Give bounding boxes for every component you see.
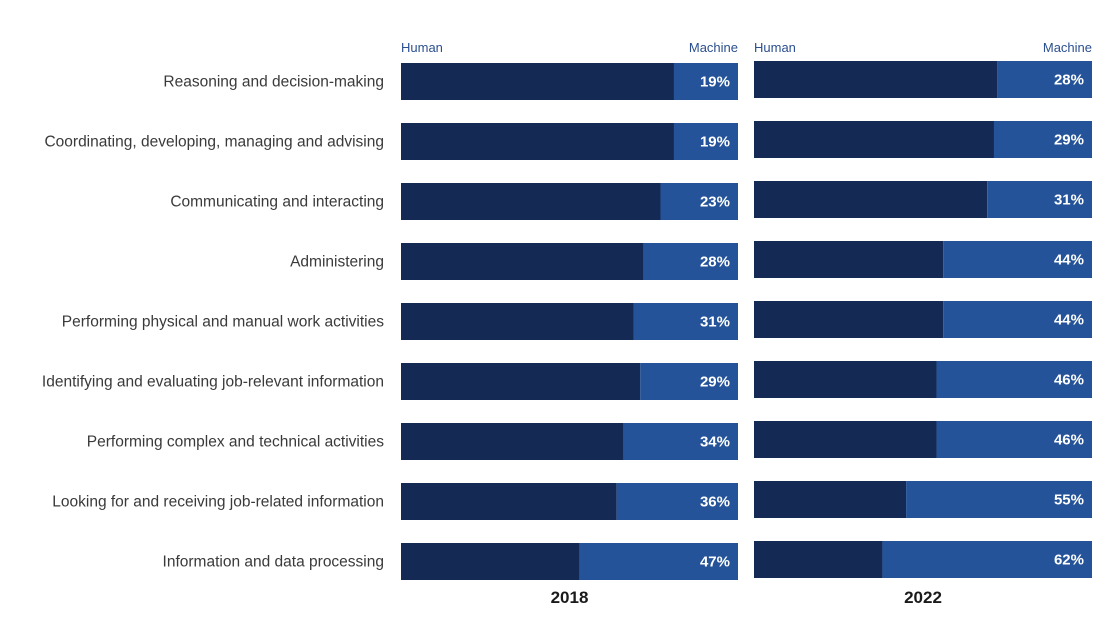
human-bar-segment bbox=[754, 541, 883, 578]
machine-bar-segment bbox=[660, 183, 738, 220]
category-label: Coordinating, developing, managing and a… bbox=[44, 134, 384, 151]
human-bar-segment bbox=[754, 301, 944, 338]
human-bar-segment bbox=[401, 243, 644, 280]
human-bar-segment bbox=[401, 363, 641, 400]
machine-bar-segment bbox=[616, 483, 738, 520]
category-label: Identifying and evaluating job-relevant … bbox=[42, 374, 384, 391]
human-bar-segment bbox=[401, 123, 674, 160]
machine-pct-label: 29% bbox=[1054, 132, 1084, 149]
machine-bar-segment bbox=[882, 541, 1092, 578]
machine-header-label: Machine bbox=[1043, 40, 1092, 55]
human-bar-segment bbox=[754, 421, 937, 458]
machine-bar-segment bbox=[623, 423, 738, 460]
machine-bar-segment bbox=[997, 61, 1092, 98]
machine-pct-label: 19% bbox=[700, 134, 730, 151]
human-bar-segment bbox=[754, 121, 994, 158]
human-bar-segment bbox=[401, 483, 617, 520]
human-bar-segment bbox=[401, 543, 580, 580]
category-label: Information and data processing bbox=[163, 554, 384, 571]
category-label: Performing complex and technical activit… bbox=[87, 434, 384, 451]
year-label: 2022 bbox=[904, 588, 942, 607]
machine-bar-segment bbox=[640, 363, 738, 400]
machine-pct-label: 46% bbox=[1054, 372, 1084, 389]
machine-bar-segment bbox=[943, 301, 1092, 338]
machine-bar-segment bbox=[993, 121, 1092, 158]
machine-bar-segment bbox=[643, 243, 738, 280]
machine-pct-label: 34% bbox=[700, 434, 730, 451]
machine-pct-label: 36% bbox=[700, 494, 730, 511]
human-bar-segment bbox=[401, 423, 624, 460]
human-header-label: Human bbox=[754, 40, 796, 55]
machine-pct-label: 44% bbox=[1054, 252, 1084, 269]
human-bar-segment bbox=[754, 481, 907, 518]
human-bar-segment bbox=[754, 181, 988, 218]
machine-pct-label: 31% bbox=[700, 314, 730, 331]
machine-pct-label: 31% bbox=[1054, 192, 1084, 209]
machine-pct-label: 28% bbox=[1054, 72, 1084, 89]
human-bar-segment bbox=[401, 303, 634, 340]
machine-pct-label: 29% bbox=[700, 374, 730, 391]
machine-bar-segment bbox=[906, 481, 1092, 518]
machine-pct-label: 47% bbox=[700, 554, 730, 571]
human-bar-segment bbox=[401, 183, 661, 220]
machine-bar-segment bbox=[943, 241, 1092, 278]
machine-bar-segment bbox=[987, 181, 1092, 218]
human-bar-segment bbox=[754, 361, 937, 398]
machine-bar-segment bbox=[579, 543, 738, 580]
machine-bar-segment bbox=[936, 421, 1092, 458]
human-bar-segment bbox=[754, 61, 998, 98]
category-label: Administering bbox=[290, 254, 384, 271]
machine-pct-label: 44% bbox=[1054, 312, 1084, 329]
category-label: Reasoning and decision-making bbox=[163, 74, 384, 91]
category-label: Performing physical and manual work acti… bbox=[62, 314, 384, 331]
machine-bar-segment bbox=[673, 63, 738, 100]
human-bar-segment bbox=[754, 241, 944, 278]
category-label: Communicating and interacting bbox=[170, 194, 384, 211]
machine-header-label: Machine bbox=[689, 40, 738, 55]
machine-pct-label: 28% bbox=[700, 254, 730, 271]
machine-pct-label: 46% bbox=[1054, 432, 1084, 449]
machine-pct-label: 23% bbox=[700, 194, 730, 211]
machine-bar-segment bbox=[673, 123, 738, 160]
machine-bar-segment bbox=[936, 361, 1092, 398]
machine-bar-segment bbox=[633, 303, 738, 340]
machine-pct-label: 19% bbox=[700, 74, 730, 91]
machine-pct-label: 62% bbox=[1054, 552, 1084, 569]
machine-pct-label: 55% bbox=[1054, 492, 1084, 509]
year-label: 2018 bbox=[551, 588, 589, 607]
human-bar-segment bbox=[401, 63, 674, 100]
human-header-label: Human bbox=[401, 40, 443, 55]
category-label: Looking for and receiving job-related in… bbox=[52, 494, 384, 511]
